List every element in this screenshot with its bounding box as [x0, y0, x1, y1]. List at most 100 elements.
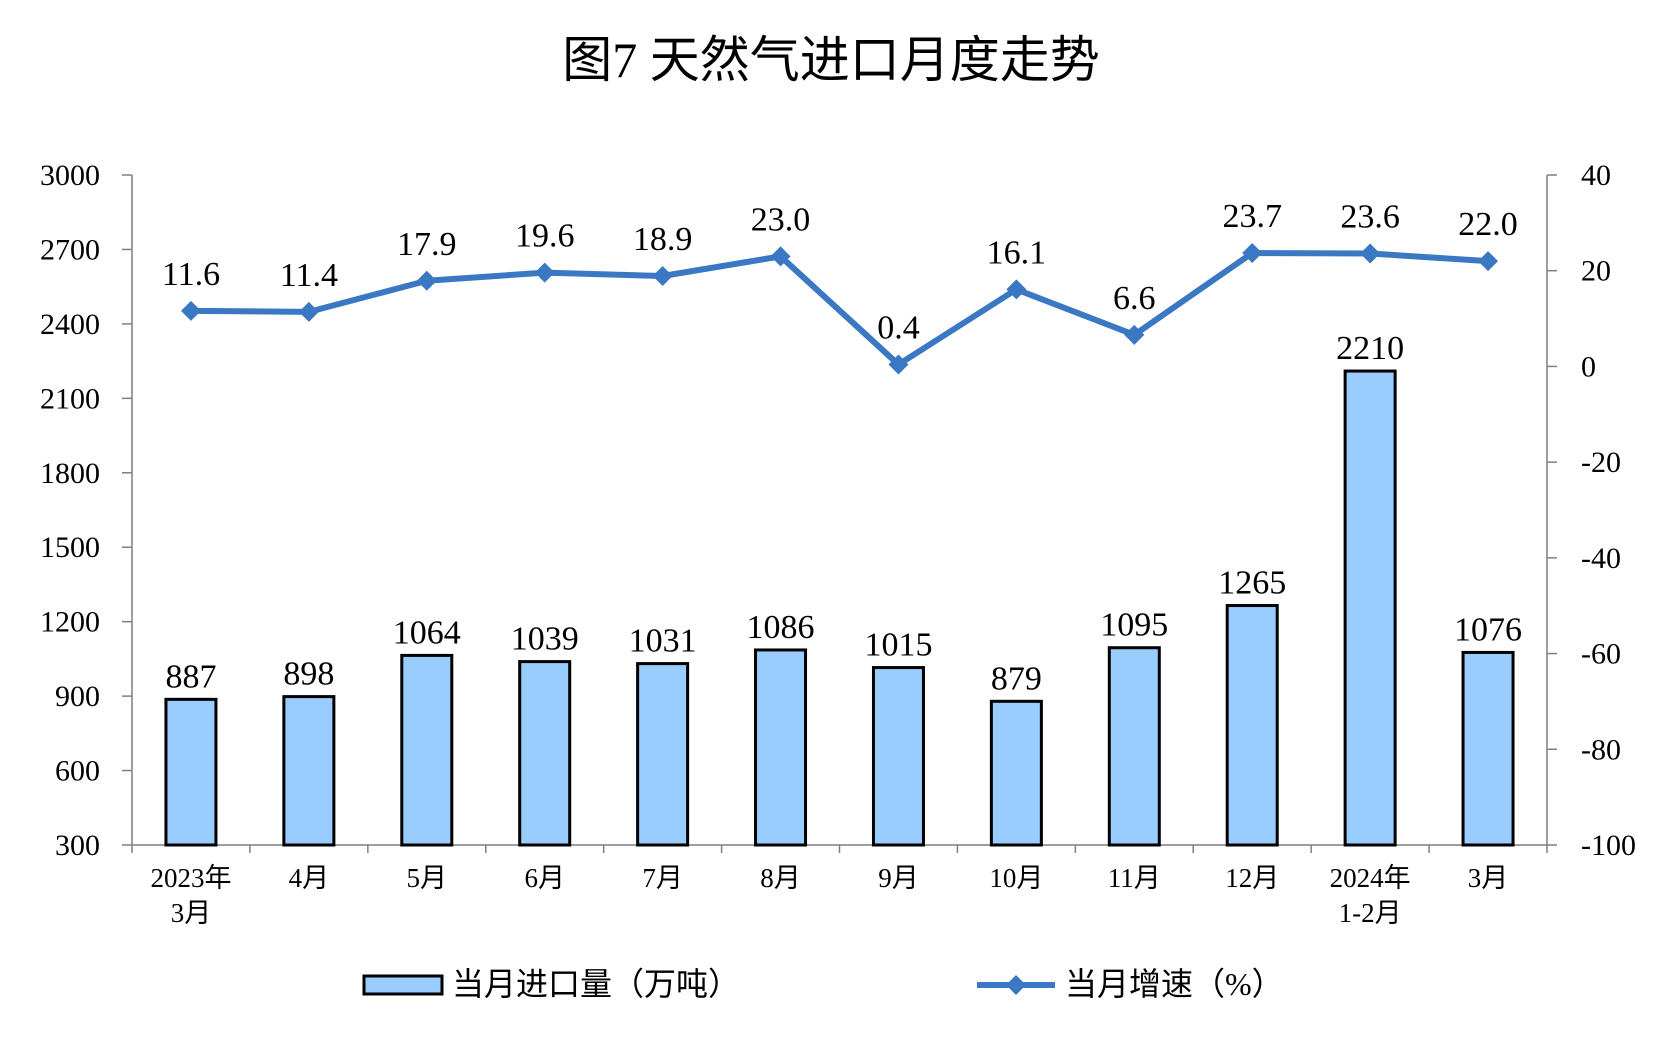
- right-tick-label: -100: [1581, 829, 1636, 862]
- line-marker: [1360, 243, 1381, 264]
- x-tick-label-line: 12月: [1225, 863, 1279, 893]
- x-tick-label: 9月: [878, 863, 919, 893]
- x-tick-label: 11月: [1108, 863, 1161, 893]
- legend-label-line: 当月增速（%）: [1065, 966, 1284, 1002]
- bar: [1461, 650, 1515, 847]
- bar-value-label: 898: [283, 656, 334, 693]
- bar-value-label: 1031: [629, 623, 697, 660]
- x-tick-label-line: 8月: [760, 863, 801, 893]
- legend-label-bar: 当月进口量（万吨）: [452, 966, 740, 1002]
- bar: [989, 699, 1043, 847]
- x-tick-label-line: 6月: [524, 863, 565, 893]
- axes: 300 600 900 1200 1500 1800 2100 2400 2700 3000 -10…: [40, 159, 1636, 928]
- x-tick-label: 10月: [989, 863, 1043, 893]
- x-tick-label-line: 3月: [1468, 863, 1509, 893]
- left-tick-label: 2700: [40, 233, 100, 266]
- bar: [871, 666, 925, 847]
- bar-value-label: 2210: [1336, 330, 1404, 367]
- line-series: 11.6 11.4 17.9 19.6 18.9 23.0 0.4 16.1 6.6 23.7 23…: [162, 198, 1518, 375]
- line-marker: [416, 270, 437, 291]
- bar-value-label: 887: [165, 658, 216, 695]
- bar: [636, 662, 690, 847]
- bar-value-label: 1039: [511, 621, 579, 658]
- left-tick-label: 2400: [40, 308, 100, 341]
- line-marker: [1124, 324, 1145, 345]
- x-tick-label: 2024年 1-2月: [1330, 863, 1411, 928]
- line-value-label: 23.0: [751, 201, 811, 238]
- x-tick-label-line: 9月: [878, 863, 919, 893]
- legend-marker-line: [1006, 975, 1026, 995]
- line-value-label: 23.6: [1340, 198, 1400, 235]
- legend-swatch-bar: [362, 974, 444, 996]
- x-tick-label-line: 4月: [289, 863, 330, 893]
- line-marker: [534, 262, 555, 283]
- x-tick-label-line: 1-2月: [1339, 898, 1402, 928]
- line-value-label: 17.9: [397, 226, 457, 263]
- line-marker: [1242, 243, 1263, 264]
- right-tick-label: -80: [1581, 733, 1621, 766]
- line-value-label: 16.1: [987, 234, 1047, 271]
- legend: 当月进口量（万吨） 当月增速（%）: [362, 966, 1284, 1002]
- x-tick-label-line: 3月: [171, 898, 212, 928]
- left-tick-label: 1500: [40, 531, 100, 564]
- bar-value-label: 1265: [1218, 565, 1286, 602]
- left-tick-label: 2100: [40, 382, 100, 415]
- x-tick-label: 12月: [1225, 863, 1279, 893]
- bar: [754, 648, 808, 847]
- line-marker: [770, 246, 791, 267]
- line-value-label: 18.9: [633, 221, 693, 258]
- bar-value-label: 1076: [1454, 611, 1522, 648]
- line-value-label: 19.6: [515, 218, 575, 255]
- left-tick-label: 3000: [40, 159, 100, 192]
- right-tick-label: -20: [1581, 446, 1621, 479]
- x-tick-label: 2023年 3月: [150, 863, 231, 928]
- line-value-label: 11.6: [162, 256, 220, 293]
- bar: [1107, 646, 1161, 847]
- right-tick-label: 40: [1581, 159, 1611, 192]
- right-tick-label: -60: [1581, 638, 1621, 671]
- line-value-label: 0.4: [877, 310, 920, 347]
- x-tick-label-line: 11月: [1108, 863, 1161, 893]
- bar-value-label: 879: [991, 660, 1042, 697]
- line-value-label: 22.0: [1458, 206, 1518, 243]
- bar-series: 887 898 1064 1039 1031 1086 1015 879 1095 1265 221…: [164, 330, 1522, 847]
- bar: [1343, 369, 1397, 847]
- growth-line: [190, 250, 1489, 368]
- x-tick-label-line: 10月: [989, 863, 1043, 893]
- left-tick-label: 1800: [40, 457, 100, 490]
- x-tick-label: 7月: [642, 863, 683, 893]
- bar: [164, 697, 218, 847]
- x-tick-label-line: 2024年: [1330, 863, 1411, 893]
- chart-title: 图7 天然气进口月度走势: [562, 32, 1100, 88]
- x-tick-label: 6月: [524, 863, 565, 893]
- line-value-label: 6.6: [1113, 280, 1156, 317]
- x-tick-label: 3月: [1468, 863, 1509, 893]
- line-marker: [298, 301, 319, 322]
- x-tick-label-line: 2023年: [150, 863, 231, 893]
- bar-value-label: 1095: [1100, 607, 1168, 644]
- line-marker: [1006, 279, 1027, 300]
- left-tick-label: 1200: [40, 606, 100, 639]
- line-marker: [180, 300, 201, 321]
- bar: [400, 653, 454, 847]
- bar-value-label: 1064: [393, 614, 461, 651]
- x-tick-label-line: 7月: [642, 863, 683, 893]
- x-tick-label-line: 5月: [407, 863, 448, 893]
- line-marker: [652, 265, 673, 286]
- bar-value-label: 1015: [864, 627, 932, 664]
- line-marker: [1478, 251, 1499, 272]
- right-tick-label: -40: [1581, 542, 1621, 575]
- bar-value-label: 1086: [747, 609, 815, 646]
- bar: [518, 660, 572, 847]
- x-tick-label: 5月: [407, 863, 448, 893]
- line-marker: [888, 354, 909, 375]
- left-tick-label: 300: [55, 829, 100, 862]
- x-tick-label: 4月: [289, 863, 330, 893]
- right-tick-label: 20: [1581, 255, 1611, 288]
- left-tick-label: 600: [55, 755, 100, 788]
- left-tick-label: 900: [55, 680, 100, 713]
- right-tick-label: 0: [1581, 350, 1596, 383]
- bar: [1225, 604, 1279, 847]
- line-value-label: 23.7: [1222, 198, 1282, 235]
